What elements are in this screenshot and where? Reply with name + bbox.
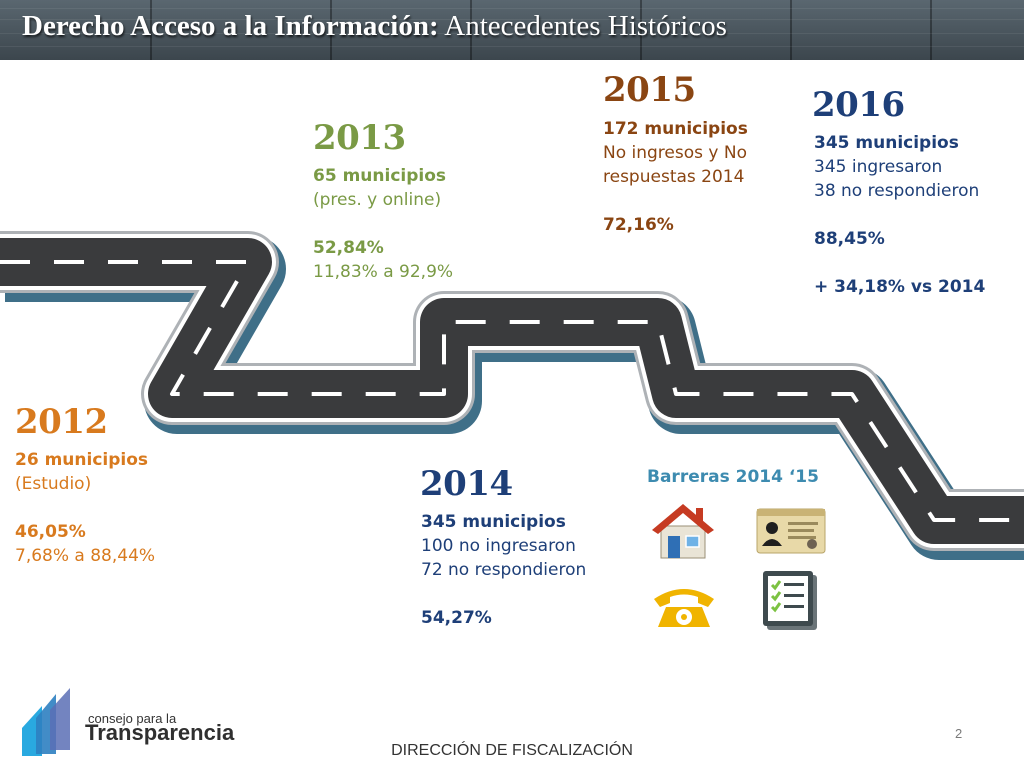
- year-2014: 2014: [420, 464, 513, 504]
- municipios-2012: 26 municipios: [15, 450, 149, 470]
- line1-2016: 345 ingresaron: [814, 157, 943, 177]
- detail-2013: (pres. y online): [313, 190, 442, 210]
- barreras-heading: Barreras 2014 ‘15: [647, 467, 819, 487]
- title-rest: Antecedentes Históricos: [438, 10, 727, 42]
- pct-2016: 88,45%: [814, 229, 885, 249]
- block-2016: 345 municipios 345 ingresaron 38 no resp…: [814, 131, 985, 299]
- page-title: Derecho Acceso a la Información: Anteced…: [22, 10, 727, 43]
- page-number: 2: [955, 726, 963, 741]
- block-2012: 26 municipios (Estudio) 46,05% 7,68% a 8…: [15, 448, 155, 568]
- header-band: Derecho Acceso a la Información: Anteced…: [0, 0, 1024, 60]
- municipios-2014: 345 municipios: [421, 512, 566, 532]
- pct-2014: 54,27%: [421, 608, 492, 628]
- municipios-2015: 172 municipios: [603, 119, 748, 139]
- pct-2012: 46,05%: [15, 522, 86, 542]
- block-2014: 345 municipios 100 no ingresaron 72 no r…: [421, 510, 586, 630]
- year-2012: 2012: [15, 402, 108, 442]
- municipios-2013: 65 municipios: [313, 166, 447, 186]
- logo-small-text: consejo para la: [88, 711, 177, 726]
- title-bold: Derecho Acceso a la Información:: [22, 10, 439, 42]
- block-2015: 172 municipios No ingresos y No respuest…: [603, 117, 748, 237]
- telephone-icon: [654, 589, 714, 627]
- block-2013: 65 municipios (pres. y online) 52,84% 11…: [313, 164, 453, 284]
- pct-2013: 52,84%: [313, 238, 384, 258]
- municipios-2016: 345 municipios: [814, 133, 959, 153]
- line2-2016: 38 no respondieron: [814, 181, 980, 201]
- year-2015: 2015: [603, 70, 696, 110]
- year-2016: 2016: [812, 85, 905, 125]
- range-2013: 11,83% a 92,9%: [313, 262, 454, 282]
- detail-2012: (Estudio): [15, 474, 92, 494]
- line2-2014: 72 no respondieron: [421, 560, 587, 580]
- year-2013: 2013: [313, 118, 406, 158]
- house-icon: [652, 504, 714, 559]
- diff-2016: + 34,18% vs 2014: [814, 277, 986, 297]
- footer-text: DIRECCIÓN DE FISCALIZACIÓN: [391, 742, 633, 759]
- id-card-icon: [756, 508, 826, 554]
- logo-big-text: Transparencia: [85, 720, 235, 745]
- range-2012: 7,68% a 88,44%: [15, 546, 156, 566]
- line1-2015: No ingresos y No: [603, 143, 747, 163]
- checklist-icon: [763, 571, 817, 630]
- line2-2015: respuestas 2014: [603, 167, 745, 187]
- line1-2014: 100 no ingresaron: [421, 536, 576, 556]
- transparencia-logo-icon: [22, 688, 70, 756]
- pct-2015: 72,16%: [603, 215, 674, 235]
